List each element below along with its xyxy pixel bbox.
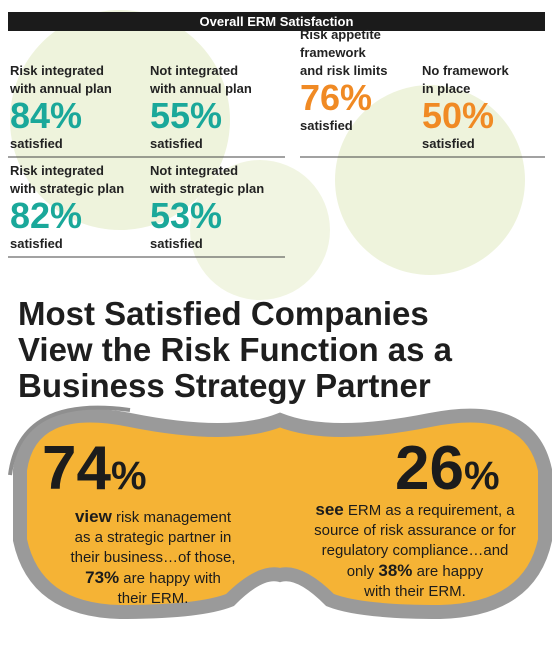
- callout-digits: 74: [42, 434, 111, 503]
- callout-line: their business…of those,: [38, 548, 268, 568]
- text-segment: 38%: [378, 561, 413, 580]
- text-segment: with their ERM.: [364, 583, 466, 600]
- stat-label: No framework: [422, 63, 509, 78]
- text-segment: only: [346, 563, 379, 580]
- headline-line: View the Risk Function as a: [18, 331, 453, 368]
- stat-value: 55%: [150, 95, 223, 136]
- callout-line: only 38% are happy: [290, 561, 540, 582]
- callout-line: with their ERM.: [290, 582, 540, 602]
- callout-text: view risk management as a strategic partn…: [38, 507, 268, 609]
- header-title: Overall ERM Satisfaction: [8, 12, 545, 31]
- stat-label: framework: [300, 45, 366, 60]
- stat: Not integrated with strategic plan 53% sati…: [150, 162, 264, 251]
- text-segment: source of risk assurance or for: [314, 522, 516, 539]
- stat-label: Not integrated: [150, 163, 239, 178]
- callout-unit: %: [463, 454, 500, 498]
- stat: No framework in place 50% satisfied: [422, 62, 509, 151]
- stat-value: 82%: [10, 195, 83, 236]
- text-segment: are happy with: [119, 570, 221, 587]
- stat-note: satisfied: [10, 236, 63, 251]
- callout-number: 26%: [395, 438, 500, 507]
- stat-label: and risk limits: [300, 63, 388, 78]
- stat-note: satisfied: [150, 236, 203, 251]
- stat: Risk integrated with strategic plan 82% sat…: [10, 162, 124, 251]
- stat: Not integrated with annual plan 55% satisfi…: [150, 62, 252, 151]
- callout-line: see ERM as a requirement, a: [290, 500, 540, 521]
- text-segment: regulatory compliance…and: [321, 542, 509, 559]
- stat-note: satisfied: [422, 136, 475, 151]
- stat-label: with strategic plan: [10, 181, 125, 196]
- stat-label: Risk integrated: [10, 63, 104, 78]
- stat-value: 76%: [300, 77, 373, 118]
- stat: Risk appetite framework and risk limits 76%…: [300, 26, 387, 133]
- headline-line: Business Strategy Partner: [18, 367, 431, 404]
- text-segment: ERM as a requirement, a: [343, 502, 515, 519]
- text-segment: see: [315, 500, 344, 519]
- callout-line: 73% are happy with: [38, 568, 268, 589]
- stat-value: 53%: [150, 195, 223, 236]
- text-segment: their business…of those,: [70, 549, 236, 566]
- callout-unit: %: [110, 454, 147, 498]
- headline: Most Satisfied Companies View the Risk Fu…: [18, 296, 452, 404]
- stat: Risk integrated with annual plan 84% satisf…: [10, 62, 112, 151]
- stat-label: with annual plan: [150, 81, 252, 96]
- stat-label: in place: [422, 81, 471, 96]
- text-segment: 73%: [85, 568, 120, 587]
- stat-note: satisfied: [150, 136, 203, 151]
- text-segment: their ERM.: [117, 590, 189, 607]
- stat-label: with strategic plan: [150, 181, 265, 196]
- callout-line: their ERM.: [38, 589, 268, 609]
- stat-label: Risk appetite: [300, 27, 381, 42]
- stat-value: 84%: [10, 95, 83, 136]
- callout-line: regulatory compliance…and: [290, 541, 540, 561]
- headline-line: Most Satisfied Companies: [18, 295, 429, 332]
- text-segment: view: [74, 507, 112, 526]
- callout-line: view risk management: [38, 507, 268, 528]
- stat-note: satisfied: [300, 118, 353, 133]
- callout-text: see ERM as a requirement, a source of ris…: [290, 500, 540, 602]
- callout-line: source of risk assurance or for: [290, 521, 540, 541]
- stat-value: 50%: [422, 95, 495, 136]
- callout-number: 74%: [42, 438, 147, 507]
- text-segment: are happy: [412, 563, 484, 580]
- stat-label: Risk integrated: [10, 163, 104, 178]
- callout-line: as a strategic partner in: [38, 528, 268, 548]
- text-segment: risk management: [111, 509, 232, 526]
- stat-note: satisfied: [10, 136, 63, 151]
- stat-label: with annual plan: [10, 81, 112, 96]
- callout-digits: 26: [395, 434, 464, 503]
- text-segment: as a strategic partner in: [74, 529, 232, 546]
- stat-label: Not integrated: [150, 63, 239, 78]
